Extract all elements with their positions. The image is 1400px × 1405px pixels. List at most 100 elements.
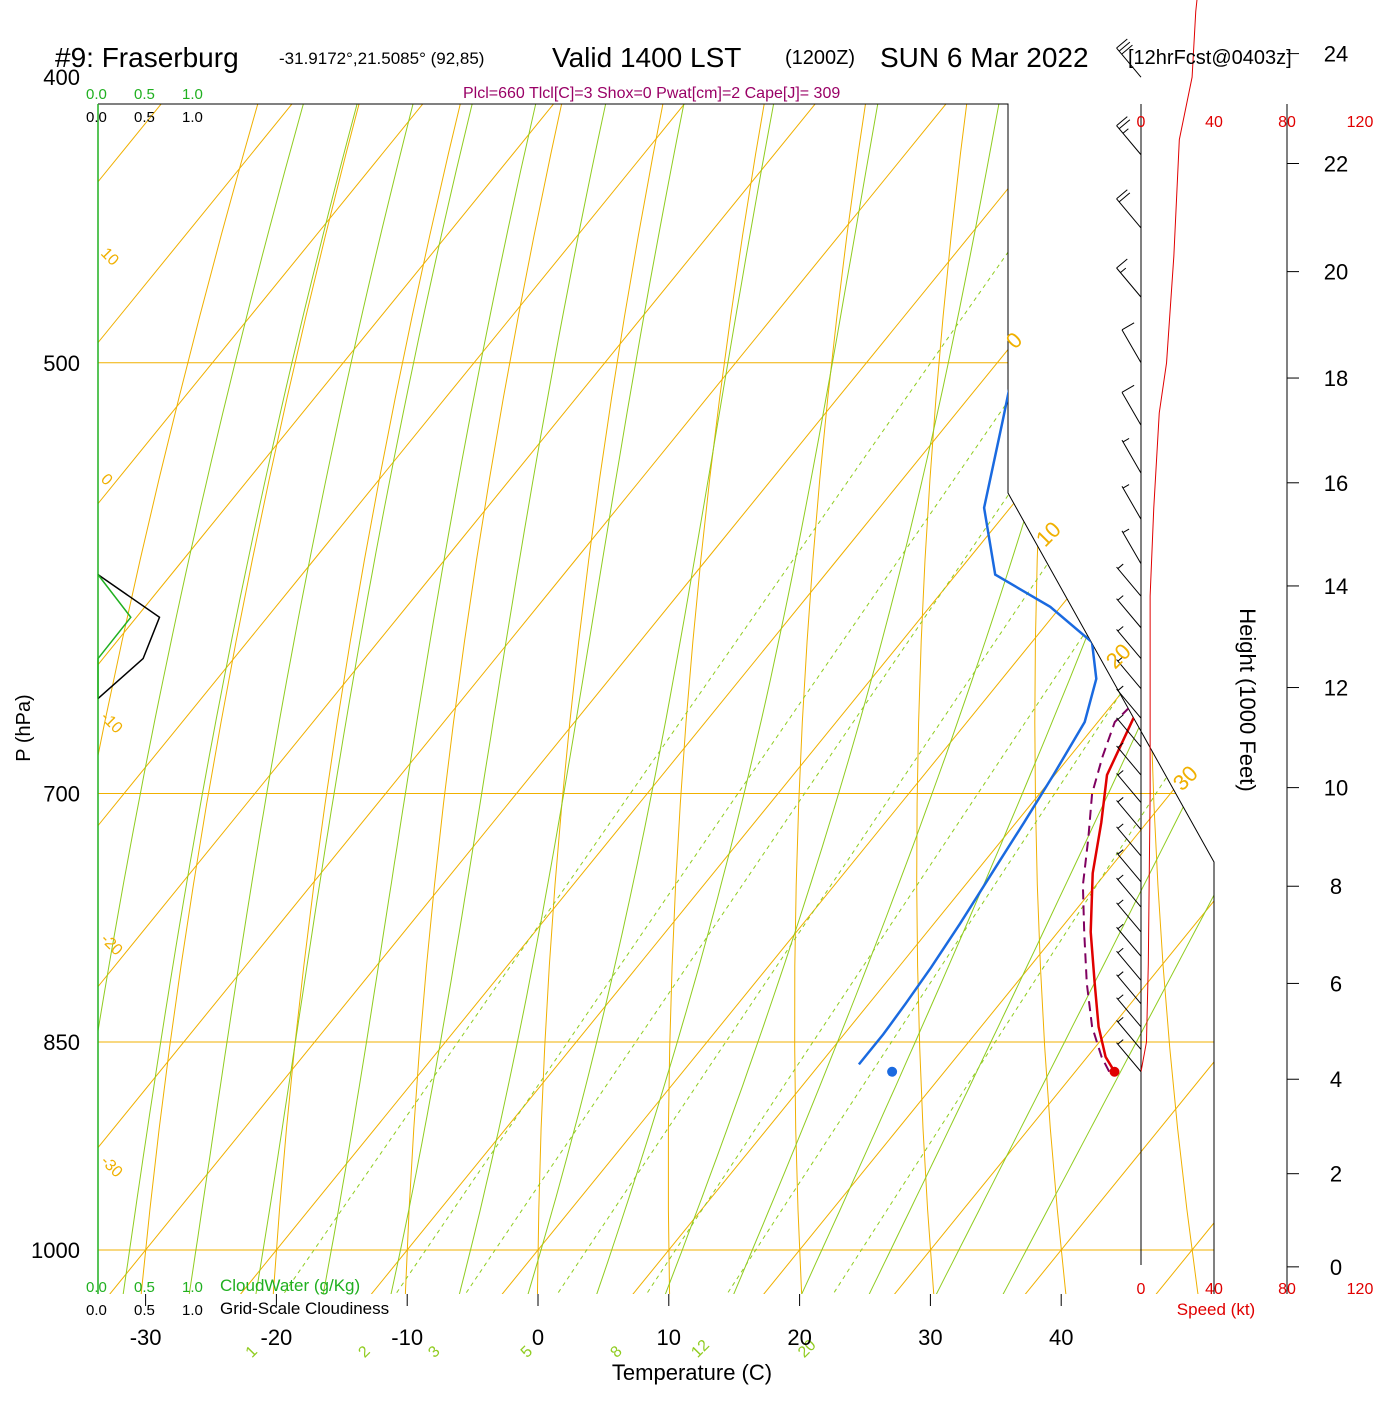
x-tick-label: -20 bbox=[261, 1325, 293, 1350]
wind-barb bbox=[1122, 485, 1141, 520]
wind-barb bbox=[1117, 596, 1141, 628]
wind-barb bbox=[1122, 323, 1141, 363]
speed-tick-label: 120 bbox=[1347, 114, 1374, 131]
height-tick-label: 8 bbox=[1330, 874, 1342, 899]
x-axis-title: Temperature (C) bbox=[612, 1360, 772, 1385]
cloudwater-label: CloudWater (g/Kg) bbox=[220, 1276, 360, 1295]
cloudiness-trace bbox=[98, 575, 160, 699]
isotherm bbox=[570, 0, 1400, 1372]
dry-adiabat-label: 0 bbox=[97, 471, 115, 489]
mixing-ratio-label: 8 bbox=[607, 1343, 625, 1361]
mixing-ratio-label: 12 bbox=[688, 1337, 713, 1362]
mixing-ratio-line bbox=[383, 77, 1232, 1312]
moist-adiabat bbox=[243, 0, 666, 1372]
x-tick-label: -10 bbox=[391, 1325, 423, 1350]
isotherm bbox=[701, 0, 1400, 1372]
height-tick-label: 16 bbox=[1324, 471, 1348, 496]
cloud-scale-label: 1.0 bbox=[182, 109, 203, 126]
axis-labels: 123581220100-10-20-300102030250300400500… bbox=[31, 0, 1203, 1361]
mixing-ratio-line bbox=[634, 77, 1400, 1312]
cloud-scale-label: 0.0 bbox=[86, 86, 107, 103]
isotherm bbox=[0, 0, 453, 1372]
dry-adiabat-label: -10 bbox=[97, 709, 125, 737]
cloud-scale-label: 0.5 bbox=[134, 86, 155, 103]
plot-outline bbox=[98, 104, 1214, 1294]
mixing-ratio-line bbox=[271, 77, 1131, 1312]
mixing-ratio-label: 2 bbox=[355, 1343, 373, 1361]
isotherm bbox=[47, 0, 1400, 1372]
cloud-scale-label: 1.0 bbox=[182, 1279, 203, 1296]
wind-barb bbox=[1117, 948, 1141, 980]
cloud-scale-label: 0.5 bbox=[134, 1279, 155, 1296]
mixing-ratio-label: 1 bbox=[243, 1343, 261, 1361]
wind-barb bbox=[1117, 686, 1141, 718]
height-tick-label: 10 bbox=[1324, 776, 1348, 801]
moist-adiabat bbox=[635, 0, 1132, 1372]
surface-temp-marker bbox=[1109, 1067, 1119, 1077]
height-tick-label: 4 bbox=[1330, 1067, 1342, 1092]
sounding-indices: Plcl=660 Tlcl[C]=3 Shox=0 Pwat[cm]=2 Cap… bbox=[463, 85, 840, 102]
background-grid bbox=[0, 0, 1400, 1372]
isotherm bbox=[0, 0, 1400, 1372]
valid-date: SUN 6 Mar 2022 bbox=[880, 42, 1089, 73]
dry-adiabat bbox=[269, 0, 652, 1372]
dry-adiabat-label: 10 bbox=[97, 245, 122, 270]
speed-tick-label: 0 bbox=[1137, 1281, 1146, 1298]
dry-adiabat-label: -20 bbox=[97, 931, 125, 959]
moist-adiabat-label: 0 bbox=[1001, 327, 1027, 353]
height-tick-label: 22 bbox=[1324, 151, 1348, 176]
dry-adiabat bbox=[134, 0, 565, 1372]
moist-adiabat bbox=[177, 0, 615, 1372]
speed-tick-label: 80 bbox=[1278, 1281, 1296, 1298]
cloud-scale-label: 0.0 bbox=[86, 1279, 107, 1296]
isotherm bbox=[0, 0, 322, 1372]
cloud-scale-label: 1.0 bbox=[182, 86, 203, 103]
wind-barb bbox=[1122, 529, 1141, 564]
height-tick-label: 12 bbox=[1324, 676, 1348, 701]
wind-barb bbox=[1122, 385, 1141, 425]
wind-barb bbox=[1117, 797, 1141, 829]
isotherm bbox=[0, 0, 1237, 1372]
isotherm bbox=[0, 0, 1107, 1372]
y-axis-title: P (hPa) bbox=[13, 694, 35, 761]
moist-adiabat bbox=[766, 0, 1400, 1372]
pressure-tick-label: 700 bbox=[43, 781, 80, 806]
valid-time: Valid 1400 LST bbox=[552, 42, 741, 73]
isotherm bbox=[0, 0, 976, 1372]
temperature-trace bbox=[1091, 0, 1400, 1072]
speed-tick-label: 120 bbox=[1347, 1281, 1374, 1298]
pressure-tick-label: 500 bbox=[43, 351, 80, 376]
sounding-traces bbox=[859, 0, 1400, 1072]
pressure-tick-label: 1000 bbox=[31, 1238, 80, 1263]
isotherm bbox=[0, 0, 191, 1372]
dry-adiabat bbox=[0, 0, 478, 1372]
cloud-scale-label: 0.5 bbox=[134, 109, 155, 126]
dry-adiabat bbox=[538, 0, 826, 1372]
cloud-scale-label: 0.0 bbox=[86, 1302, 107, 1319]
dry-adiabat bbox=[795, 0, 1000, 1372]
x-tick-label: 30 bbox=[918, 1325, 942, 1350]
surface-dewpoint-marker bbox=[887, 1067, 897, 1077]
dry-adiabat bbox=[1368, 0, 1400, 1372]
x-tick-label: 10 bbox=[657, 1325, 681, 1350]
isotherm bbox=[0, 0, 583, 1372]
height-axis-title: Height (1000 Feet) bbox=[1235, 608, 1260, 791]
x-tick-label: 40 bbox=[1049, 1325, 1073, 1350]
pressure-tick-label: 850 bbox=[43, 1030, 80, 1055]
isotherm bbox=[177, 0, 1400, 1372]
height-tick-label: 18 bbox=[1324, 366, 1348, 391]
speed-tick-label: 40 bbox=[1205, 114, 1223, 131]
forecast-label: [12hrFcst@0403z] bbox=[1128, 47, 1292, 69]
x-tick-label: 0 bbox=[532, 1325, 544, 1350]
height-tick-label: 2 bbox=[1330, 1162, 1342, 1187]
valid-zulu: (1200Z) bbox=[785, 47, 855, 69]
moist-adiabat bbox=[701, 0, 1270, 1372]
dry-adiabat-label: -30 bbox=[97, 1153, 125, 1181]
speed-tick-label: 0 bbox=[1137, 114, 1146, 131]
isotherm bbox=[0, 0, 1368, 1372]
moist-adiabat bbox=[374, 0, 781, 1372]
mixing-ratio-label: 3 bbox=[425, 1343, 443, 1361]
dewpoint-trace bbox=[859, 0, 1400, 1064]
cloud-scale-label: 0.5 bbox=[134, 1302, 155, 1319]
